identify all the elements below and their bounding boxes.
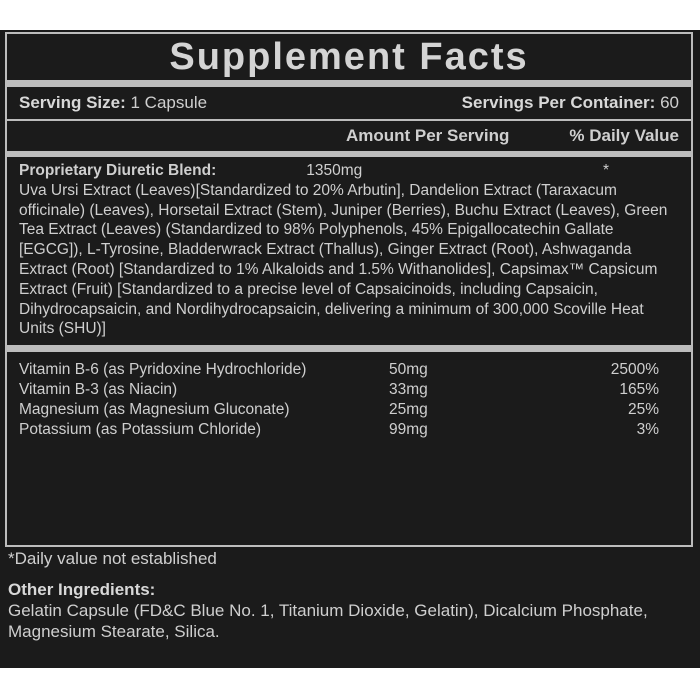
nutrient-amount: 25mg (389, 401, 428, 419)
column-header: Amount Per Serving % Daily Value (7, 121, 691, 157)
footer: *Daily value not established Other Ingre… (8, 548, 694, 642)
serving-size: 1 Capsule (130, 93, 208, 112)
nutrient-name: Magnesium (as Magnesium Gluconate) (19, 401, 290, 419)
blend-dv: * (602, 162, 609, 179)
nutrient-row: Magnesium (as Magnesium Gluconate) 25mg 25… (19, 400, 679, 420)
serving-row: Serving Size: 1 Capsule Servings Per Con… (7, 87, 691, 121)
nutrient-amount: 99mg (389, 421, 428, 439)
amount-header: Amount Per Serving (345, 126, 510, 145)
nutrient-row: Vitamin B-3 (as Niacin) 33mg 165% (19, 380, 679, 400)
facts-box: Supplement Facts Serving Size: 1 Capsule… (5, 32, 693, 547)
servings: 60 (660, 93, 679, 112)
nutrient-dv: 165% (619, 381, 659, 399)
blend-ingredients: Uva Ursi Extract (Leaves)[Standardized t… (19, 181, 668, 338)
serving-size-label: Serving Size: (19, 93, 126, 112)
nutrient-dv: 3% (636, 421, 659, 439)
nutrient-dv: 2500% (610, 361, 659, 379)
nutrient-amount: 50mg (389, 361, 428, 379)
other-label: Other Ingredients: (8, 580, 156, 599)
footnote: *Daily value not established (8, 549, 217, 568)
servings-label: Servings Per Container: (461, 93, 656, 112)
nutrient-dv: 25% (627, 401, 659, 419)
blend-amount: 1350mg (306, 162, 363, 179)
nutrient-row: Vitamin B-6 (as Pyridoxine Hydrochloride… (19, 360, 679, 380)
supplement-label: Supplement Facts Serving Size: 1 Capsule… (0, 30, 700, 668)
other-text: Gelatin Capsule (FD&C Blue No. 1, Titani… (8, 601, 648, 641)
nutrient-row: Potassium (as Potassium Chloride) 99mg 3% (19, 420, 679, 440)
nutrients: Vitamin B-6 (as Pyridoxine Hydrochloride… (7, 352, 691, 448)
blend-name: Proprietary Diuretic Blend: (19, 162, 217, 179)
nutrient-name: Potassium (as Potassium Chloride) (19, 421, 262, 439)
nutrient-amount: 33mg (389, 381, 428, 399)
blend: Proprietary Diuretic Blend: 1350mg * Uva… (7, 157, 691, 353)
title: Supplement Facts (7, 34, 691, 87)
nutrient-name: Vitamin B-3 (as Niacin) (19, 381, 178, 399)
nutrient-name: Vitamin B-6 (as Pyridoxine Hydrochloride… (19, 361, 307, 379)
dv-header: % Daily Value (569, 126, 679, 145)
